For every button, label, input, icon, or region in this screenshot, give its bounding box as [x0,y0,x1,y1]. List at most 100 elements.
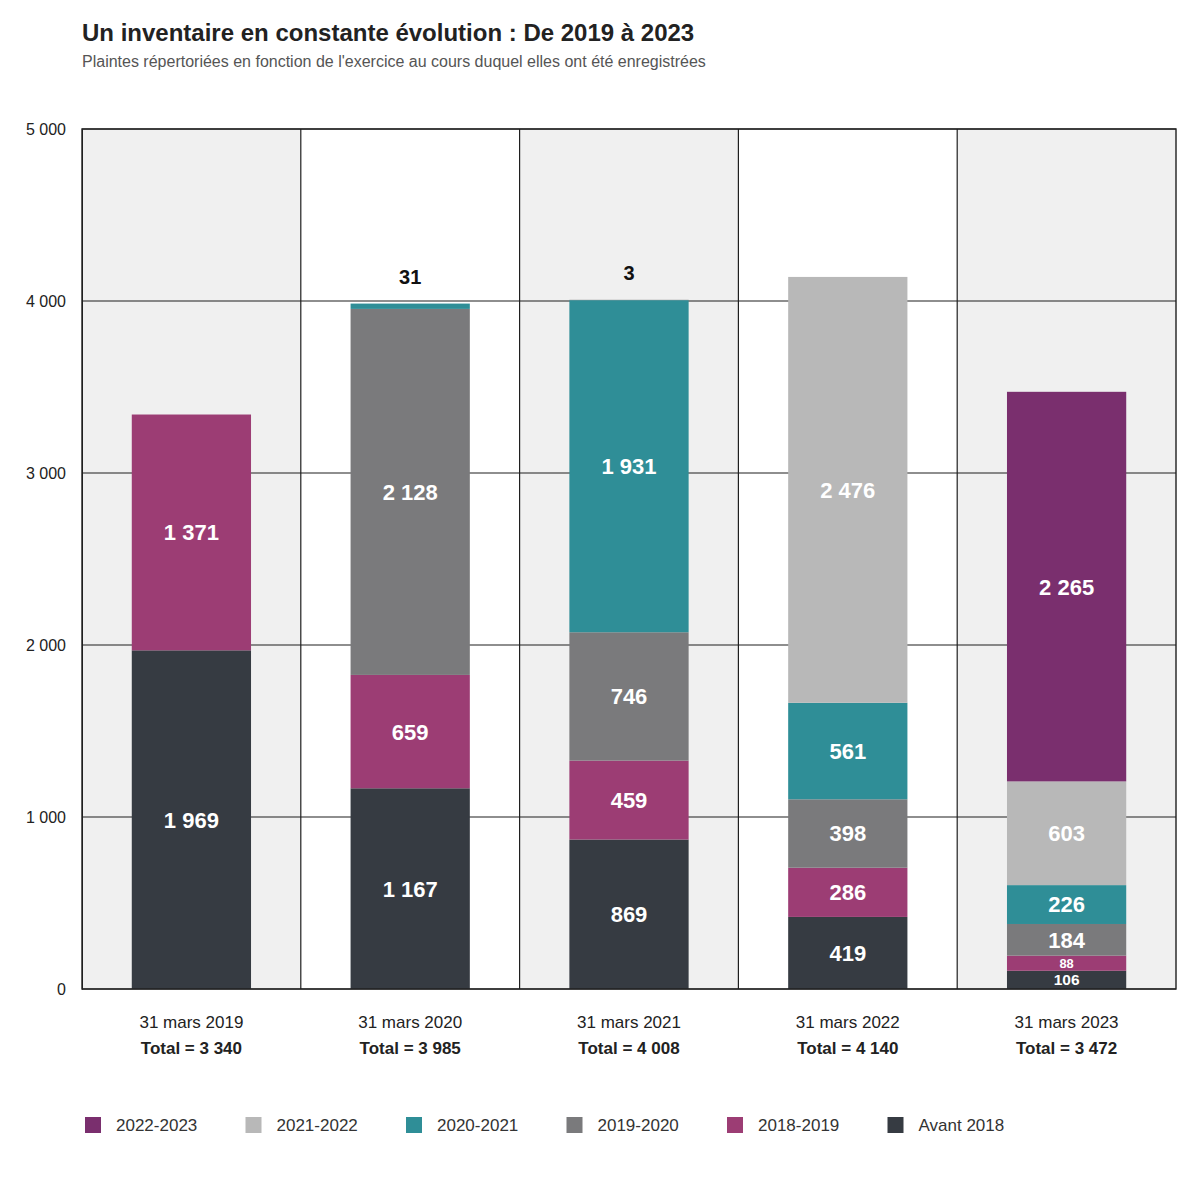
column-separator [957,129,958,989]
bar-segment [132,650,251,989]
column-background [520,129,739,989]
y-tick: 0 [57,981,82,998]
category-date: 31 mars 2020 [358,1013,462,1032]
column-background [738,129,957,989]
bar-segment [351,309,470,675]
plot-frame [82,129,1176,989]
legend-swatch [406,1117,422,1133]
y-tick-label: 0 [57,981,66,998]
bar-segment [569,632,688,760]
bar-segment [569,761,688,840]
bar-segment [788,277,907,703]
data-label: 1 371 [164,520,219,545]
x-tick-label: 31 mars 2019 Total = 3 340 [139,1013,243,1058]
legend-label: 2021-2022 [277,1116,358,1135]
data-label: 2 128 [383,480,438,505]
bar-segment [132,415,251,651]
data-label: 459 [611,788,648,813]
legend-swatch [246,1117,262,1133]
chart: Un inventaire en constante évolution : D… [0,0,1200,1192]
bar-segment [1007,781,1126,885]
category-date: 31 mars 2019 [139,1013,243,1032]
data-label: 561 [829,739,866,764]
y-tick-label: 1 000 [26,809,66,826]
bar-segment [1007,924,1126,956]
bar-segment [351,788,470,989]
category-total: Total = 3 340 [141,1039,242,1058]
legend-swatch [85,1117,101,1133]
data-label: 419 [829,941,866,966]
data-label: 1 931 [601,454,656,479]
x-tick-label: 31 mars 2022 Total = 4 140 [796,1013,900,1058]
data-label: 226 [1048,892,1085,917]
bar-segment [788,868,907,917]
y-tick-label: 4 000 [26,293,66,310]
bar-segment [1007,971,1126,989]
legend: 2022-2023 2021-2022 2020-2021 2019-2020 2018… [85,1116,1004,1135]
y-tick-label: 5 000 [26,121,66,138]
y-tick-label: 3 000 [26,465,66,482]
bar-segment [1007,956,1126,971]
column-background [957,129,1176,989]
data-label: 659 [392,720,429,745]
bar-segment [1007,885,1126,924]
x-tick-label: 31 mars 2020Total = 3 985 [358,1013,462,1058]
category-date: 31 mars 2021 [577,1013,681,1032]
legend-label: 2020-2021 [437,1116,518,1135]
bars [132,277,1126,989]
data-label: 869 [611,902,648,927]
data-label: 31 [399,266,421,288]
y-axis: 0 1 000 2 000 3 000 4 000 5 000 [26,121,83,998]
data-label: 1 969 [164,808,219,833]
data-label: 1 167 [383,877,438,902]
legend-label: 2022-2023 [116,1116,197,1135]
subtitle: Plaintes répertoriées en fonction de l'e… [82,53,706,70]
y-tick: 1 000 [26,809,82,826]
data-label: 2 265 [1039,575,1094,600]
column-separator [738,129,739,989]
category-total: Total = 4 140 [797,1039,898,1058]
legend-swatch [567,1117,583,1133]
bar-segment [351,304,470,309]
bar-segment [569,299,688,301]
bar-segment [569,840,688,989]
legend-label: Avant 2018 [919,1116,1005,1135]
bar-segment [788,917,907,989]
data-label: 746 [611,684,648,709]
bar-segment [351,675,470,788]
category-date: 31 mars 2022 [796,1013,900,1032]
y-tick: 3 000 [26,465,82,482]
y-axis-line [82,130,83,990]
data-label: 88 [1059,956,1073,971]
data-label: 3 [623,262,634,284]
legend-label: 2019-2020 [598,1116,679,1135]
y-tick: 4 000 [26,293,82,310]
category-total: Total = 4 008 [578,1039,679,1058]
bar-segment [569,300,688,632]
y-tick: 5 000 [26,121,82,138]
column-background [301,129,520,989]
data-labels: 1 969 1 167 869 419 106 1 371 659 459 286 88 2 128… [164,262,1094,989]
bar-segment [788,799,907,867]
data-label: 603 [1048,821,1085,846]
legend-swatch [888,1117,904,1133]
data-label: 286 [829,880,866,905]
x-tick-label: 31 mars 2021 Total = 4 008 [577,1013,681,1058]
column-separator [519,129,520,989]
legend-label: 2018-2019 [758,1116,839,1135]
x-tick-label: 31 mars 2023 Total = 3 472 [1015,1013,1119,1058]
column-background [82,129,301,989]
data-label: 398 [829,821,866,846]
y-tick: 2 000 [26,637,82,654]
grid [82,129,1176,989]
column-separator [300,129,301,989]
data-label: 184 [1048,928,1085,953]
category-total: Total = 3 472 [1016,1039,1117,1058]
legend-swatch [727,1117,743,1133]
title: Un inventaire en constante évolution : D… [82,19,694,46]
category-date: 31 mars 2023 [1015,1013,1119,1032]
y-tick-label: 2 000 [26,637,66,654]
bar-segment [788,703,907,799]
data-label: 106 [1054,971,1080,988]
bar-segment [1007,392,1126,782]
